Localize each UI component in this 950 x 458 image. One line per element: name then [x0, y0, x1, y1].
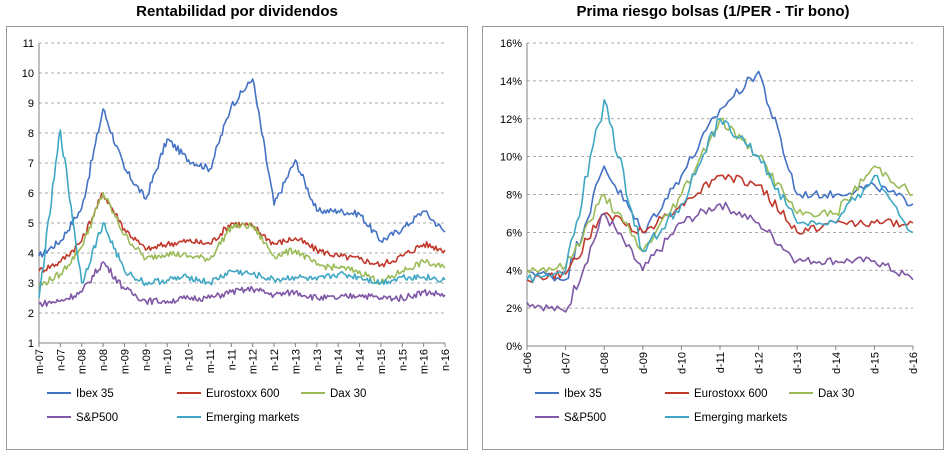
right-chart-panel: 0% 2% 4% 6% 8% 10% 12% 14% 16% d-06 d-07 d-08 d-09 d-… — [482, 26, 944, 450]
y-tick-label: 4 — [28, 248, 34, 260]
y-tick-label: 9 — [28, 98, 34, 110]
y-tick-label: 1 — [28, 338, 34, 350]
series-line-emerging — [38, 129, 446, 299]
left-chart: 1 2 3 4 5 6 7 8 9 10 11 m-07 n-07 m-08 n-08 m-09 n-09 m-1… — [22, 38, 452, 424]
y-tick-label: 11 — [23, 38, 34, 50]
series-line-dax — [38, 192, 446, 287]
x-tick-label: m-14 — [333, 349, 345, 374]
series-line-sp500 — [526, 201, 914, 313]
x-tick-label: n-13 — [312, 349, 324, 371]
x-tick-label: m-12 — [248, 349, 260, 374]
x-tick-label: n-08 — [98, 349, 110, 371]
legend-label-sp500: S&P500 — [76, 412, 118, 424]
x-tick-label: m-16 — [419, 349, 431, 374]
y-tick-label: 7 — [28, 158, 34, 170]
x-tick-label: n-09 — [141, 349, 153, 371]
x-tick-label: d-09 — [638, 352, 650, 374]
y-tick-label: 10 — [22, 68, 34, 80]
x-tick-label: n-11 — [226, 349, 238, 370]
x-tick-label: d-15 — [869, 352, 881, 374]
right-chart-title: Prima riesgo bolsas (1/PER - Tir bono) — [576, 3, 850, 20]
series-line-ibex — [526, 70, 914, 282]
x-tick-label: n-12 — [269, 349, 281, 371]
legend-label-ibex: Ibex 35 — [564, 388, 602, 400]
x-tick-label: n-07 — [55, 349, 67, 371]
y-tick-label: 3 — [28, 278, 34, 290]
x-tick-label: m-11 — [205, 349, 217, 373]
y-tick-label: 6 — [28, 188, 34, 200]
legend-label-eurostoxx: Eurostoxx 600 — [694, 388, 768, 400]
x-tick-label: m-08 — [77, 349, 89, 374]
y-tick-label: 14% — [500, 76, 522, 88]
y-tick-label: 2% — [506, 303, 522, 315]
x-tick-label: d-16 — [908, 352, 920, 374]
series-line-dax — [526, 117, 914, 274]
y-tick-label: 8% — [506, 190, 522, 202]
x-tick-label: n-14 — [355, 349, 367, 371]
x-tick-label: d-14 — [831, 352, 843, 374]
x-tick-label: n-15 — [397, 349, 409, 371]
legend-label-dax: Dax 30 — [330, 388, 366, 400]
legend-label-emerging: Emerging markets — [206, 412, 300, 424]
legend-label-sp500: S&P500 — [564, 412, 606, 424]
y-tick-label: 16% — [500, 38, 522, 50]
x-tick-label: d-13 — [792, 352, 804, 374]
x-tick-label: m-07 — [34, 349, 46, 374]
right-chart: 0% 2% 4% 6% 8% 10% 12% 14% 16% d-06 d-07 d-08 d-09 d-… — [500, 38, 920, 424]
x-tick-label: m-15 — [376, 349, 388, 374]
x-tick-label: m-13 — [290, 349, 302, 374]
x-tick-label: n-16 — [440, 349, 452, 371]
series-line-eurostoxx — [526, 173, 914, 284]
x-tick-label: d-11 — [715, 352, 727, 373]
x-tick-label: n-10 — [184, 349, 196, 371]
y-tick-label: 5 — [28, 218, 34, 230]
y-tick-label: 8 — [28, 128, 34, 140]
y-tick-label: 10% — [500, 152, 522, 164]
x-tick-label: m-10 — [162, 349, 174, 374]
x-tick-label: d-10 — [676, 352, 688, 374]
x-tick-label: d-06 — [522, 352, 534, 374]
legend-label-emerging: Emerging markets — [694, 412, 788, 424]
legend-label-eurostoxx: Eurostoxx 600 — [206, 388, 280, 400]
x-tick-label: d-12 — [754, 352, 766, 374]
x-tick-label: m-09 — [119, 349, 131, 374]
x-tick-label: d-07 — [561, 352, 573, 374]
legend-label-dax: Dax 30 — [818, 388, 854, 400]
y-tick-label: 6% — [506, 227, 522, 239]
series-line-sp500 — [38, 261, 446, 308]
y-tick-label: 2 — [28, 308, 34, 320]
y-tick-label: 4% — [506, 265, 522, 277]
y-tick-label: 12% — [500, 114, 522, 126]
left-chart-panel: 1 2 3 4 5 6 7 8 9 10 11 m-07 n-07 m-08 n-08 m-09 n-09 m-1… — [6, 26, 468, 450]
y-tick-label: 0% — [506, 341, 522, 353]
series-line-ibex — [38, 78, 446, 258]
legend-label-ibex: Ibex 35 — [76, 388, 114, 400]
series-line-emerging — [526, 99, 914, 283]
left-chart-title: Rentabilidad por dividendos — [136, 3, 338, 20]
x-tick-label: d-08 — [599, 352, 611, 374]
